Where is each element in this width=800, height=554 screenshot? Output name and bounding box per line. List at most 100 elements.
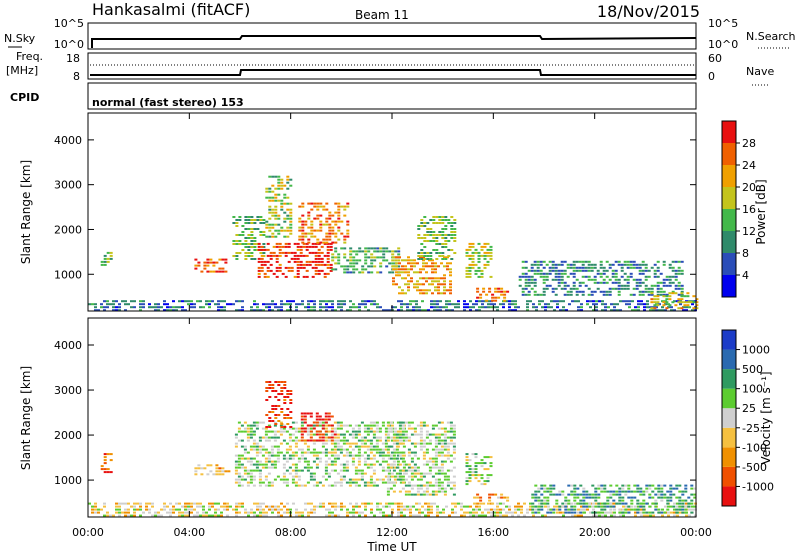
range-cell bbox=[560, 278, 564, 281]
range-cell bbox=[397, 253, 401, 256]
range-cell bbox=[618, 490, 622, 493]
range-cell bbox=[562, 300, 565, 303]
range-cell bbox=[536, 293, 540, 296]
range-cell bbox=[419, 445, 423, 448]
range-cell bbox=[328, 235, 332, 238]
range-cell bbox=[476, 296, 480, 299]
range-cell bbox=[476, 290, 480, 293]
range-cell bbox=[324, 469, 328, 472]
range-cell bbox=[585, 505, 589, 508]
range-cell bbox=[279, 430, 283, 433]
range-cell bbox=[441, 246, 445, 248]
range-cell bbox=[443, 292, 446, 295]
range-cell bbox=[313, 303, 316, 306]
range-cell bbox=[142, 300, 145, 303]
range-cell bbox=[181, 505, 184, 508]
range-cell bbox=[399, 457, 403, 460]
range-cell bbox=[202, 505, 205, 508]
range-cell bbox=[489, 456, 493, 459]
range-cell bbox=[241, 306, 244, 309]
range-cell bbox=[653, 269, 657, 272]
range-cell bbox=[391, 271, 395, 274]
range-cell bbox=[410, 268, 413, 271]
range-cell bbox=[410, 487, 414, 490]
range-cell bbox=[400, 502, 403, 505]
range-cell bbox=[578, 284, 582, 287]
range-cell bbox=[431, 424, 435, 427]
range-cell bbox=[106, 303, 109, 306]
range-cell bbox=[267, 457, 271, 460]
range-cell bbox=[644, 269, 648, 272]
range-cell bbox=[638, 269, 642, 272]
range-cell bbox=[184, 300, 187, 303]
range-cell bbox=[270, 430, 274, 433]
colorbar-tick-label: 100 bbox=[742, 383, 763, 396]
range-cell bbox=[307, 300, 310, 303]
range-cell bbox=[333, 469, 337, 472]
range-cell bbox=[542, 281, 546, 284]
range-cell bbox=[265, 226, 269, 229]
range-cell bbox=[622, 508, 625, 511]
range-cell bbox=[483, 245, 487, 248]
range-cell bbox=[139, 505, 142, 508]
range-cell bbox=[452, 442, 456, 445]
range-cell bbox=[649, 309, 652, 312]
range-cell bbox=[277, 214, 281, 217]
range-cell bbox=[440, 490, 444, 493]
range-cell bbox=[315, 430, 319, 433]
range-cell bbox=[465, 477, 469, 480]
range-cell bbox=[312, 448, 316, 451]
range-cell bbox=[608, 263, 612, 266]
range-cell bbox=[449, 262, 452, 265]
range-cell bbox=[372, 448, 376, 451]
range-cell bbox=[320, 257, 324, 260]
range-cell bbox=[363, 436, 367, 439]
range-cell bbox=[253, 222, 257, 224]
range-cell bbox=[313, 505, 316, 508]
range-cell bbox=[452, 451, 456, 454]
range-cell bbox=[157, 306, 160, 309]
range-cell bbox=[480, 465, 484, 468]
range-cell bbox=[277, 393, 281, 395]
range-cell bbox=[642, 511, 646, 514]
range-cell bbox=[452, 427, 456, 430]
range-cell bbox=[534, 499, 538, 502]
range-cell bbox=[394, 259, 398, 262]
range-cell bbox=[656, 266, 660, 269]
range-cell bbox=[648, 511, 652, 514]
range-cell bbox=[586, 300, 589, 303]
range-cell bbox=[443, 454, 447, 457]
range-cell bbox=[437, 292, 440, 295]
colorbar-swatch bbox=[722, 143, 736, 165]
range-cell bbox=[460, 505, 463, 508]
range-cell bbox=[218, 258, 222, 261]
range-cell bbox=[541, 306, 544, 309]
range-cell bbox=[482, 287, 486, 290]
range-cell bbox=[537, 496, 541, 499]
range-cell bbox=[181, 300, 184, 303]
range-cell bbox=[396, 430, 400, 433]
range-cell bbox=[238, 216, 242, 218]
range-cell bbox=[351, 433, 355, 436]
range-cell bbox=[613, 514, 616, 517]
range-cell bbox=[530, 266, 534, 269]
range-cell bbox=[443, 448, 447, 451]
range-cell bbox=[650, 301, 654, 304]
range-cell bbox=[348, 442, 352, 445]
range-cell bbox=[430, 303, 433, 306]
nsky-label: N.Sky bbox=[4, 32, 36, 45]
range-cell bbox=[375, 460, 379, 463]
range-cell bbox=[238, 234, 242, 236]
range-cell bbox=[600, 505, 604, 508]
range-cell bbox=[660, 487, 664, 490]
range-cell bbox=[437, 469, 441, 472]
range-cell bbox=[235, 505, 238, 508]
range-cell bbox=[445, 306, 448, 309]
range-cell bbox=[422, 442, 426, 445]
range-cell bbox=[437, 442, 441, 445]
range-cell bbox=[662, 284, 666, 287]
range-cell bbox=[441, 222, 445, 224]
range-cell bbox=[206, 261, 210, 264]
range-cell bbox=[614, 269, 618, 272]
